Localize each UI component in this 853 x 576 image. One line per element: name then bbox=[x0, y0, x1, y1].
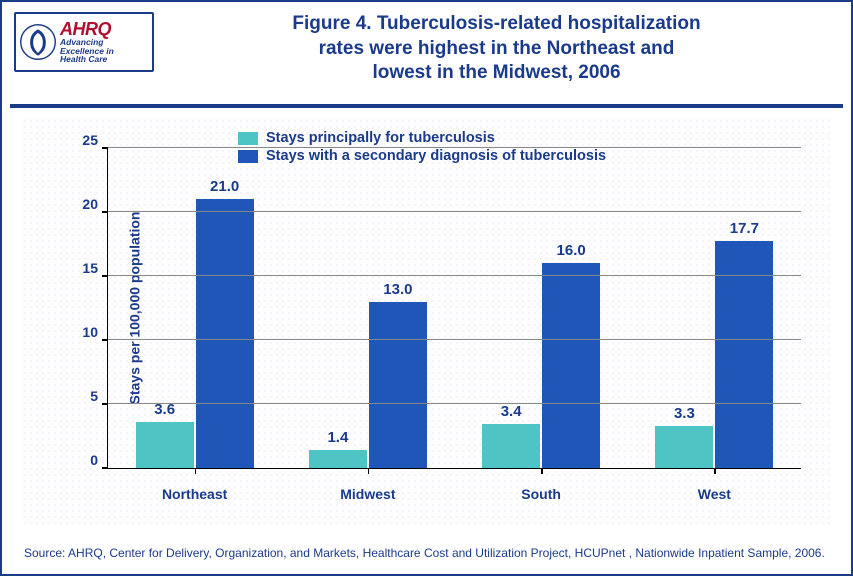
y-tick-label: 20 bbox=[73, 196, 108, 212]
x-tick-mark bbox=[195, 468, 197, 474]
x-category-label: South bbox=[521, 486, 561, 502]
logo-brand: AHRQ bbox=[60, 20, 114, 38]
x-tick-mark bbox=[368, 468, 370, 474]
gridline bbox=[108, 147, 801, 148]
figure-title: Figure 4. Tuberculosis-related hospitali… bbox=[172, 12, 821, 86]
gridline bbox=[108, 403, 801, 404]
bar-value-label: 21.0 bbox=[210, 178, 239, 195]
x-tick-mark bbox=[541, 468, 543, 474]
title-line-1: Figure 4. Tuberculosis-related hospitali… bbox=[172, 12, 821, 37]
header: AHRQ Advancing Excellence in Health Care… bbox=[2, 2, 851, 104]
bar-group: 3.621.0Northeast bbox=[108, 148, 281, 468]
bar-group: 3.317.7West bbox=[628, 148, 801, 468]
y-tick-label: 0 bbox=[73, 452, 108, 468]
bar: 13.0 bbox=[369, 302, 427, 468]
bar-value-label: 3.3 bbox=[674, 405, 695, 422]
x-category-label: Northeast bbox=[162, 486, 227, 502]
logo-tagline-3: Health Care bbox=[60, 55, 114, 64]
source-note: Source: AHRQ, Center for Delivery, Organ… bbox=[24, 546, 829, 560]
bar: 1.4 bbox=[309, 450, 367, 468]
legend-swatch bbox=[238, 132, 258, 145]
bar: 3.6 bbox=[136, 422, 194, 468]
y-tick-label: 15 bbox=[73, 260, 108, 276]
x-category-label: Midwest bbox=[340, 486, 395, 502]
gridline bbox=[108, 211, 801, 212]
legend-label: Stays principally for tuberculosis bbox=[266, 130, 495, 146]
bar-value-label: 16.0 bbox=[557, 242, 586, 259]
x-category-label: West bbox=[698, 486, 731, 502]
logo-text: AHRQ Advancing Excellence in Health Care bbox=[60, 20, 114, 65]
x-tick-mark bbox=[714, 468, 716, 474]
bar: 16.0 bbox=[542, 263, 600, 468]
y-tick-label: 25 bbox=[73, 132, 108, 148]
figure-frame: AHRQ Advancing Excellence in Health Care… bbox=[0, 0, 853, 576]
y-tick-label: 5 bbox=[73, 388, 108, 404]
title-line-2: rates were highest in the Northeast and bbox=[172, 37, 821, 62]
gridline bbox=[108, 339, 801, 340]
gridline bbox=[108, 275, 801, 276]
bar: 21.0 bbox=[196, 199, 254, 468]
bar-groups: 3.621.0Northeast1.413.0Midwest3.416.0Sou… bbox=[108, 148, 801, 468]
legend-item: Stays principally for tuberculosis bbox=[238, 130, 606, 146]
title-line-3: lowest in the Midwest, 2006 bbox=[172, 61, 821, 86]
plot-region: Stays principally for tuberculosisStays … bbox=[107, 148, 801, 469]
header-rule bbox=[10, 104, 843, 108]
bar-group: 3.416.0South bbox=[455, 148, 628, 468]
bar-value-label: 17.7 bbox=[730, 220, 759, 237]
hhs-seal-icon bbox=[20, 24, 56, 60]
bar: 3.4 bbox=[482, 424, 540, 468]
bar-value-label: 3.4 bbox=[501, 403, 522, 420]
bar-value-label: 1.4 bbox=[327, 429, 348, 446]
chart-area: Stays principally for tuberculosisStays … bbox=[22, 118, 831, 524]
bar-value-label: 13.0 bbox=[383, 281, 412, 298]
y-tick-label: 10 bbox=[73, 324, 108, 340]
bar: 3.3 bbox=[655, 426, 713, 468]
ahrq-logo: AHRQ Advancing Excellence in Health Care bbox=[14, 12, 154, 72]
bar-group: 1.413.0Midwest bbox=[281, 148, 454, 468]
